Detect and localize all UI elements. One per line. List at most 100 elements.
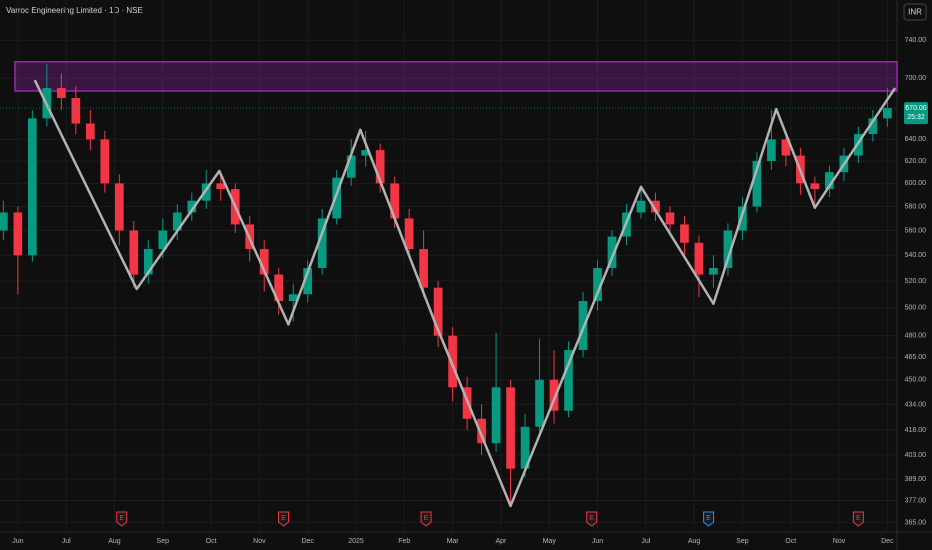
earnings-event[interactable]: E bbox=[852, 511, 864, 527]
event-badge bbox=[420, 511, 432, 527]
event-label: E bbox=[856, 515, 861, 522]
candle-body bbox=[535, 379, 544, 427]
y-tick-label: 600.00 bbox=[905, 180, 927, 187]
x-tick-label: Jul bbox=[62, 538, 71, 545]
x-tick-label: Jun bbox=[592, 538, 603, 545]
candle-body bbox=[259, 249, 269, 275]
x-tick-label: Nov bbox=[833, 538, 846, 545]
zigzag-line bbox=[33, 79, 897, 508]
candle-body bbox=[361, 150, 371, 156]
y-tick-label: 480.00 bbox=[905, 333, 927, 340]
candle-body bbox=[781, 139, 791, 156]
y-tick-label: 540.00 bbox=[905, 252, 927, 259]
candle-body bbox=[882, 108, 892, 119]
event-label: E bbox=[424, 515, 429, 522]
y-tick-label: 403.00 bbox=[905, 452, 927, 459]
candle-body bbox=[28, 118, 37, 256]
y-tick-label: 520.00 bbox=[905, 278, 927, 285]
x-tick-label: May bbox=[543, 538, 557, 545]
x-tick-label: Mar bbox=[447, 538, 460, 545]
chart-title: Varroc Engineering Limited · 1D · NSE bbox=[6, 6, 143, 15]
x-tick-label: Sep bbox=[157, 538, 170, 545]
price-countdown: 25:32 bbox=[907, 114, 925, 121]
y-tick-label: 434.00 bbox=[905, 401, 927, 408]
earnings-event[interactable]: E bbox=[278, 511, 290, 527]
candle-body bbox=[549, 379, 559, 411]
x-tick-label: Nov bbox=[253, 538, 266, 545]
candle-body bbox=[274, 274, 284, 302]
candle-body bbox=[477, 418, 486, 444]
candle-body bbox=[520, 426, 530, 469]
candle-body bbox=[201, 183, 211, 201]
candle-body bbox=[868, 118, 878, 135]
candle-body bbox=[767, 139, 776, 162]
grid bbox=[0, 0, 897, 532]
y-tick-label: 365.00 bbox=[905, 519, 927, 526]
candle-body bbox=[346, 155, 356, 178]
event-label: E bbox=[706, 515, 711, 522]
candle-body bbox=[332, 177, 342, 219]
candle-body bbox=[404, 218, 414, 250]
price-badge bbox=[904, 102, 928, 125]
candle-body bbox=[216, 183, 226, 190]
candle-body bbox=[491, 387, 501, 444]
currency[interactable]: INR bbox=[908, 8, 922, 17]
earnings-event[interactable]: E bbox=[420, 511, 432, 527]
candle-body bbox=[13, 212, 23, 256]
candle-body bbox=[825, 172, 834, 190]
candle-body bbox=[143, 249, 153, 275]
candle-body bbox=[375, 150, 385, 184]
resistance-zone bbox=[14, 61, 898, 92]
candle-body bbox=[694, 242, 704, 275]
y-tick-label: 418.00 bbox=[905, 427, 927, 434]
candle-body bbox=[100, 139, 110, 184]
x-tick-label: Feb bbox=[398, 538, 410, 545]
candle-body bbox=[448, 335, 457, 388]
candle-body bbox=[752, 161, 762, 207]
candle-body bbox=[71, 97, 81, 124]
event-label: E bbox=[119, 515, 124, 522]
x-tick-label: 2025 bbox=[348, 538, 364, 545]
earnings-event[interactable]: E bbox=[116, 511, 128, 527]
candle-body bbox=[651, 200, 660, 213]
x-tick-label: Aug bbox=[688, 538, 701, 545]
candle-body bbox=[810, 183, 820, 190]
event-badge bbox=[116, 511, 128, 527]
y-tick-label: 389.00 bbox=[905, 476, 927, 483]
x-tick-label: Sep bbox=[736, 538, 749, 545]
candle-body bbox=[288, 294, 298, 302]
y-tick-label: 620.00 bbox=[905, 158, 927, 165]
y-tick-label: 560.00 bbox=[905, 227, 927, 234]
candle-body bbox=[607, 236, 617, 269]
candle-body bbox=[158, 230, 168, 250]
y-tick-label: 640.00 bbox=[905, 136, 927, 143]
y-tick-label: 580.00 bbox=[905, 203, 927, 210]
x-tick-label: Oct bbox=[206, 538, 217, 545]
price-value: 670.00 bbox=[905, 105, 927, 112]
candle-body bbox=[723, 230, 733, 269]
candle-body bbox=[709, 268, 718, 275]
x-tick-label: Jul bbox=[641, 538, 650, 545]
candle-body bbox=[665, 212, 675, 225]
currency-box[interactable] bbox=[903, 3, 927, 21]
earnings-event[interactable]: E bbox=[586, 511, 598, 527]
x-tick-label: Aug bbox=[108, 538, 121, 545]
event-label: E bbox=[589, 515, 594, 522]
candle-body bbox=[172, 212, 182, 231]
candle-body bbox=[187, 200, 197, 213]
x-tick-label: Apr bbox=[495, 538, 507, 545]
candle-body bbox=[636, 200, 646, 213]
candle-body bbox=[506, 387, 515, 469]
y-tick-label: 377.00 bbox=[905, 497, 927, 504]
candle-body bbox=[129, 230, 139, 275]
candle-body bbox=[114, 183, 124, 231]
y-tick-label: 700.00 bbox=[905, 75, 927, 82]
candle-body bbox=[738, 206, 747, 231]
earnings-event[interactable]: E bbox=[703, 511, 715, 527]
event-badge bbox=[852, 511, 864, 527]
candle-body bbox=[303, 268, 313, 295]
y-tick-label: 450.00 bbox=[905, 377, 927, 384]
y-tick-label: 465.00 bbox=[905, 354, 927, 361]
